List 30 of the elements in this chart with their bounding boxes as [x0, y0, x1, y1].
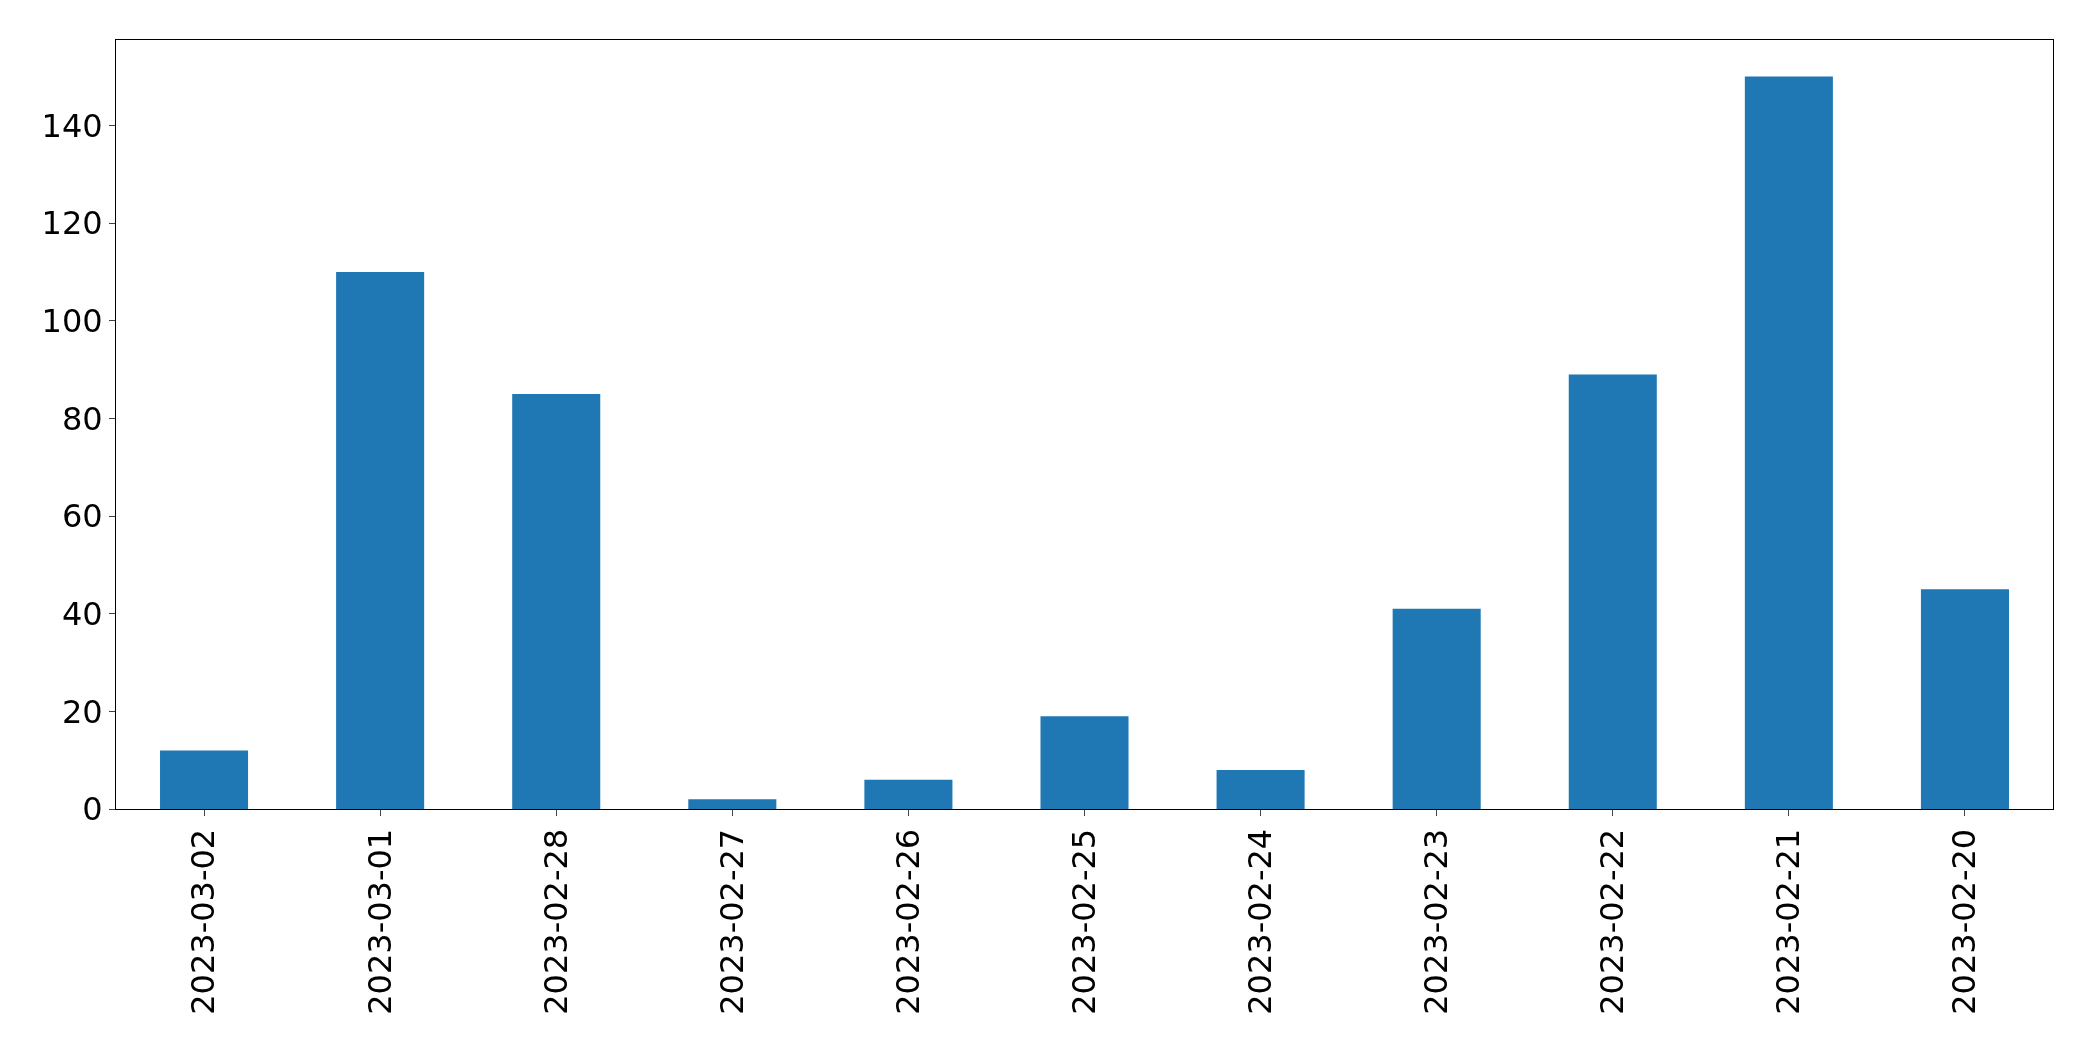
bar	[1744, 76, 1833, 809]
y-tick-label: 80	[61, 399, 103, 438]
y-tick-label: 0	[82, 790, 103, 829]
x-tick-label: 2023-02-27	[712, 828, 751, 1015]
x-tick-label: 2023-02-28	[536, 828, 575, 1015]
bar	[512, 393, 601, 809]
y-tick-label: 140	[41, 106, 103, 145]
y-tick-label: 40	[61, 594, 103, 633]
x-tick-label: 2023-02-25	[1064, 828, 1103, 1015]
x-tick-label: 2023-02-23	[1417, 828, 1456, 1015]
y-tick-label: 20	[61, 692, 103, 731]
bar	[864, 779, 953, 809]
x-tick-label: 2023-02-22	[1593, 828, 1632, 1015]
y-tick-label: 120	[41, 204, 103, 243]
bar	[688, 799, 777, 809]
x-tick-label: 2023-02-20	[1945, 828, 1984, 1015]
x-tick-label: 2023-03-01	[360, 828, 399, 1015]
bar	[1568, 374, 1657, 809]
x-tick-label: 2023-03-02	[184, 828, 223, 1015]
bar	[336, 271, 425, 809]
x-tick-label: 2023-02-21	[1769, 828, 1808, 1015]
x-tick-label: 2023-02-24	[1240, 828, 1279, 1015]
bar	[1392, 608, 1481, 809]
bar	[1040, 716, 1129, 809]
x-tick-label: 2023-02-26	[888, 828, 927, 1015]
bar	[1920, 589, 2009, 809]
y-tick-label: 60	[61, 497, 103, 536]
bar	[160, 750, 249, 809]
bar	[1216, 769, 1305, 809]
y-tick-label: 100	[41, 301, 103, 340]
